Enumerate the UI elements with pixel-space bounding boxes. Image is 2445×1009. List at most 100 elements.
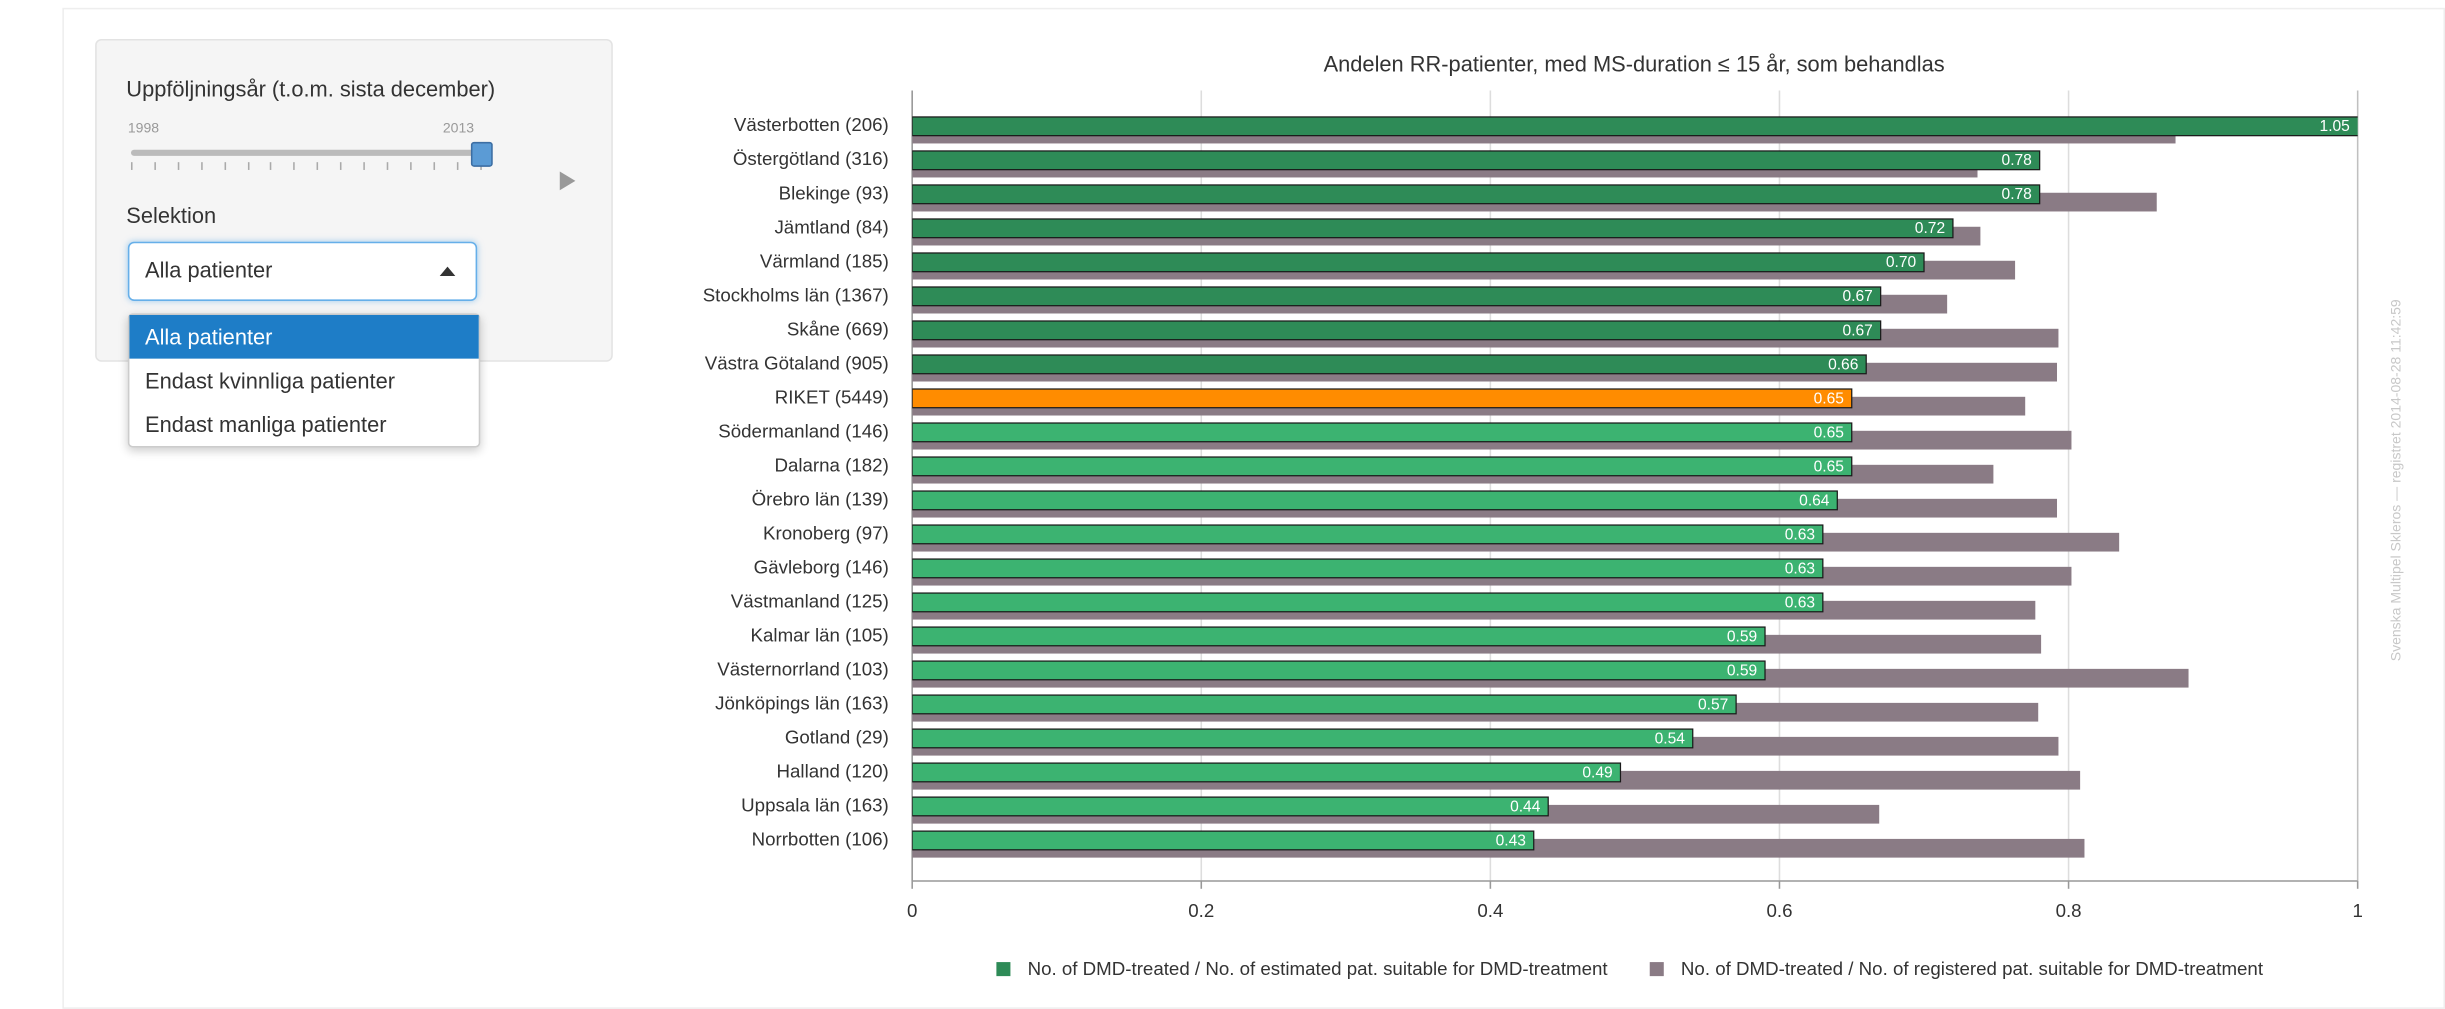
value-label: 0.67 [1843,322,1873,339]
x-tick-label: 1 [2352,900,2362,921]
slider-tick [386,162,389,170]
bar [912,592,1824,613]
y-tick-label: Gotland (29) [785,726,889,747]
value-label: 0.65 [1814,458,1845,475]
y-tick-label: Jönköpings län (163) [715,692,889,713]
dropdown-option[interactable]: Endast kvinnliga patienter [145,367,396,393]
y-tick-label: Gävleborg (146) [754,556,889,577]
slider-tick [223,162,226,170]
slider-tick [316,162,319,170]
bar [912,116,2358,137]
slider-tick [340,162,342,170]
y-tick-label: Södermanland (146) [718,420,889,441]
x-tick-label: 0.6 [1766,900,1792,921]
value-label: 0.49 [1582,764,1612,781]
y-tick-label: Västmanland (125) [731,590,889,611]
x-tick-label: 0 [907,900,917,921]
y-tick-label: Kalmar län (105) [751,624,889,645]
bar [912,796,1549,817]
bar [912,456,1853,477]
slider-tick [247,162,249,170]
value-label: 1.05 [2320,118,2351,135]
dropdown-option[interactable]: Endast manliga patienter [145,411,387,437]
bar [912,660,1766,681]
value-label: 0.70 [1886,254,1917,271]
slider-tick [456,162,458,170]
y-tick-label: Jämtland (84) [774,216,888,237]
bar [912,354,1867,375]
x-tick-label: 0.4 [1477,900,1503,921]
bar [912,626,1766,647]
y-tick-label: Blekinge (93) [779,182,889,203]
slider-track[interactable] [130,149,481,156]
bar [912,490,1838,511]
chart: Andelen RR-patienter, med MS-duration ≤ … [703,51,2404,979]
caret [439,266,456,276]
bar [912,388,1853,409]
slider-label: Uppföljningsår (t.o.m. sista december) [126,76,496,102]
x-tick-label: 0.2 [1188,900,1214,921]
y-tick-label: Värmland (185) [760,250,889,271]
value-label: 0.65 [1814,424,1845,441]
bar [912,286,1882,307]
bar [912,422,1853,443]
bar [912,762,1622,783]
y-tick-label: Västerbotten (206) [734,114,889,135]
bar [912,320,1882,341]
y-tick-label: Stockholms län (1367) [703,284,889,305]
y-tick-label: Västra Götaland (905) [705,352,889,373]
value-label: 0.59 [1727,662,1757,679]
bar [912,830,1535,851]
slider-tick [293,162,296,170]
value-label: 0.59 [1727,628,1757,645]
value-label: 0.43 [1496,832,1526,849]
legend-swatch [996,962,1011,977]
slider-handle[interactable] [470,141,493,167]
slider-tick [130,162,133,170]
play-button[interactable] [559,171,576,191]
y-tick-label: Örebro län (139) [752,488,889,509]
bar [912,218,1954,239]
value-label: 0.66 [1828,356,1858,373]
legend-label: No. of DMD-treated / No. of estimated pa… [1028,958,1609,979]
slider-tick [432,162,435,170]
bar [912,694,1737,715]
bar [912,184,2041,205]
value-label: 0.63 [1785,560,1815,577]
y-tick-label: Kronoberg (97) [763,522,889,543]
value-label: 0.78 [2002,152,2032,169]
select-value: Alla patienter [145,257,273,283]
bar [912,558,1824,579]
slider-tick [200,162,203,170]
y-tick-label: Östergötland (316) [733,148,889,169]
value-label: 0.44 [1510,798,1541,815]
watermark: Svenska Multipel Skleros — registret 201… [2387,299,2403,661]
y-tick-label: Halland (120) [777,760,889,781]
value-label: 0.63 [1785,526,1815,543]
slider-tick [270,162,272,170]
bar [912,524,1824,545]
slider-tick [363,162,365,170]
chart-title: Andelen RR-patienter, med MS-duration ≤ … [1324,51,1945,76]
select-box[interactable]: Alla patienter [127,241,478,301]
value-label: 0.78 [2002,186,2032,203]
bar [912,728,1694,749]
legend-swatch [1649,962,1664,977]
bar [912,150,2041,171]
value-label: 0.72 [1915,220,1945,237]
y-tick-label: Västernorrland (103) [717,658,889,679]
legend-label: No. of DMD-treated / No. of registered p… [1681,958,2264,979]
value-label: 0.67 [1843,288,1873,305]
slider-min: 1998 [127,120,160,136]
y-tick-label: Norrbotten (106) [752,828,889,849]
dropdown-option[interactable]: Alla patienter [129,314,479,359]
y-tick-label: RIKET (5449) [775,386,889,407]
y-tick-label: Uppsala län (163) [741,794,889,815]
bar [912,252,1925,273]
value-label: 0.64 [1799,492,1830,509]
y-tick-label: Skåne (669) [787,318,889,339]
plot [912,116,2358,858]
slider-tick [177,162,180,170]
value-label: 0.65 [1814,390,1845,407]
